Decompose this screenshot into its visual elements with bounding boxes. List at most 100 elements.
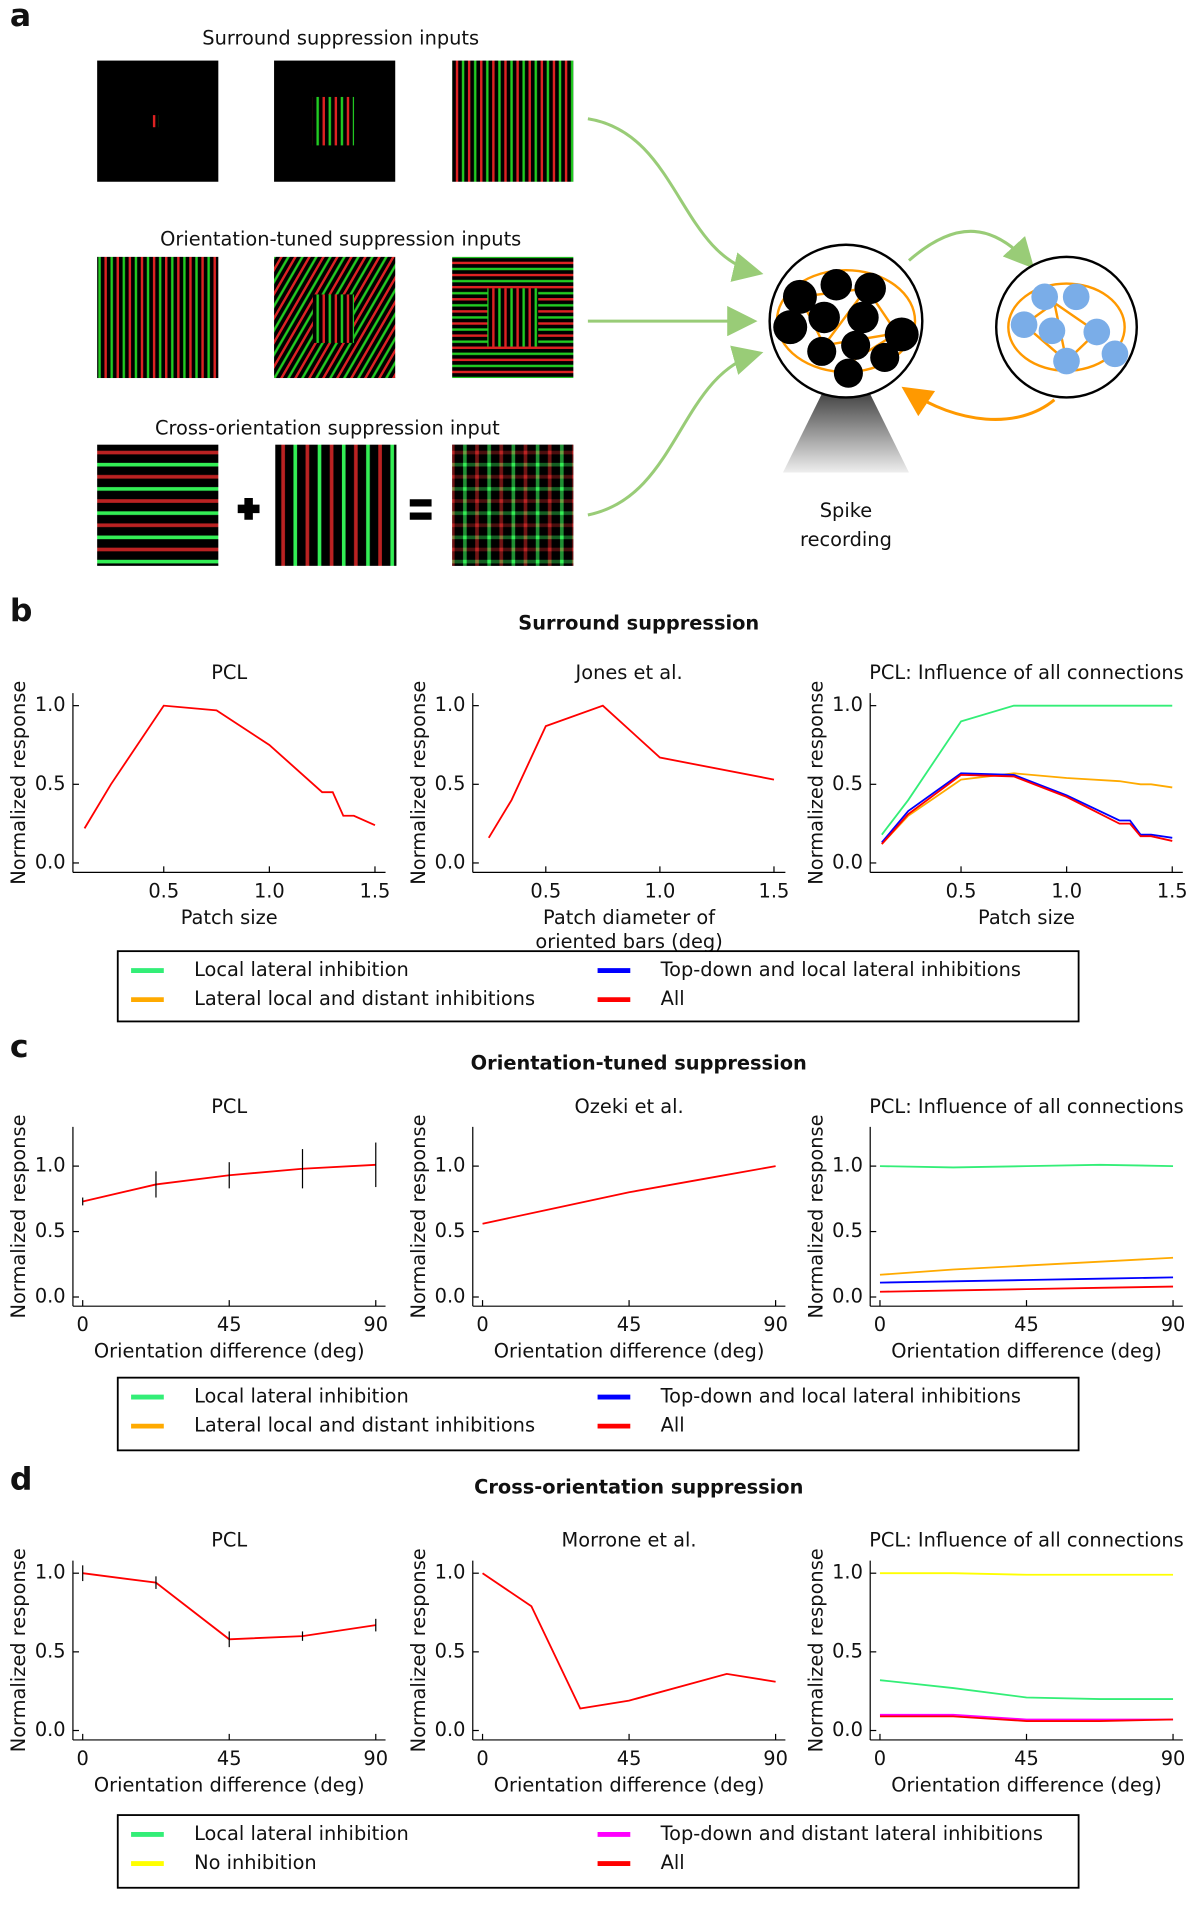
- y-tick-label: 0.0: [35, 1285, 66, 1308]
- y-tick-label: 1.0: [832, 1561, 863, 1584]
- y-tick-label: 1.0: [435, 1154, 466, 1177]
- y-tick-label: 0.5: [832, 1219, 863, 1242]
- y-tick-label: 0.5: [832, 772, 863, 795]
- y-tick-label: 1.0: [435, 693, 466, 716]
- x-axis-label: Patch size: [978, 906, 1075, 929]
- x-tick-label: 1.5: [1157, 879, 1188, 902]
- chart-title: PCL: [211, 1529, 247, 1552]
- legend-label: All: [661, 1414, 685, 1437]
- panel-label: c: [10, 1029, 29, 1065]
- y-axis-label: Normalized response: [804, 681, 827, 885]
- chart-title: PCL: Influence of all connections: [869, 1095, 1184, 1118]
- y-tick-label: 1.0: [35, 1561, 66, 1584]
- y-axis-label: Normalized response: [7, 1114, 30, 1318]
- y-tick-label: 0.5: [435, 1639, 466, 1662]
- y-tick-label: 0.5: [435, 772, 466, 795]
- y-axis-label: Normalized response: [804, 1548, 827, 1752]
- y-axis-label: Normalized response: [407, 1114, 430, 1318]
- data-line: [879, 1679, 1174, 1700]
- section-title: Orientation-tuned suppression: [471, 1051, 807, 1074]
- y-tick-label: 1.0: [35, 1154, 66, 1177]
- x-tick-label: 45: [217, 1313, 242, 1336]
- legend-label: Local lateral inhibition: [194, 958, 409, 981]
- x-tick-label: 0: [476, 1313, 488, 1336]
- data-line: [879, 1256, 1174, 1276]
- y-axis-label: Normalized response: [407, 681, 430, 885]
- y-tick-label: 0.0: [435, 1718, 466, 1741]
- x-tick-label: 45: [217, 1747, 242, 1770]
- y-tick-label: 0.5: [832, 1639, 863, 1662]
- data-line: [881, 772, 1173, 845]
- input-title: Cross-orientation suppression input: [155, 416, 500, 439]
- x-tick-label: 1.5: [360, 879, 391, 902]
- y-axis-label: Normalized response: [7, 1548, 30, 1752]
- y-axis-label: Normalized response: [804, 1114, 827, 1318]
- y-tick-label: 1.0: [435, 1561, 466, 1584]
- y-tick-label: 0.5: [435, 1219, 466, 1242]
- data-line: [881, 704, 1173, 836]
- x-axis-label: Orientation difference (deg): [494, 1773, 765, 1796]
- legend-label: Top-down and local lateral inhibitions: [660, 958, 1021, 981]
- legend-box: [116, 950, 1080, 1023]
- y-tick-label: 0.0: [832, 1718, 863, 1741]
- x-tick-label: 0: [77, 1313, 89, 1336]
- data-line: [879, 1572, 1174, 1576]
- x-axis-label: Patch diameter of: [543, 906, 716, 929]
- input-title: Orientation-tuned suppression inputs: [160, 227, 521, 250]
- y-tick-label: 0.0: [35, 1718, 66, 1741]
- data-line: [881, 773, 1173, 845]
- y-tick-label: 1.0: [832, 693, 863, 716]
- y-tick-label: 1.0: [832, 1154, 863, 1177]
- panel-label: a: [10, 0, 31, 34]
- x-tick-label: 45: [617, 1747, 642, 1770]
- x-tick-label: 90: [763, 1313, 788, 1336]
- legend-box: [116, 1376, 1080, 1452]
- x-tick-label: 1.0: [254, 879, 285, 902]
- x-tick-label: 0: [874, 1313, 886, 1336]
- x-tick-label: 0.5: [946, 879, 977, 902]
- y-tick-label: 0.5: [35, 1219, 66, 1242]
- x-tick-label: 1.5: [759, 879, 790, 902]
- data-line: [487, 704, 775, 839]
- x-axis-label: Orientation difference (deg): [494, 1340, 765, 1363]
- x-tick-label: 0: [476, 1747, 488, 1770]
- legend-label: All: [661, 987, 685, 1010]
- legend-label: Lateral local and distant inhibitions: [194, 987, 535, 1010]
- panel-label: b: [10, 593, 33, 629]
- x-axis-label: Orientation difference (deg): [891, 1340, 1162, 1363]
- x-tick-label: 0: [874, 1747, 886, 1770]
- recording-label: recording: [800, 528, 892, 551]
- y-tick-label: 0.0: [832, 1285, 863, 1308]
- y-axis-label: Normalized response: [7, 681, 30, 885]
- legend-box: [116, 1814, 1080, 1889]
- chart-title: PCL: [211, 1095, 247, 1118]
- x-tick-label: 90: [763, 1747, 788, 1770]
- x-tick-label: 0: [77, 1747, 89, 1770]
- panel-a-graphics: [97, 60, 1138, 566]
- x-tick-label: 45: [1014, 1747, 1039, 1770]
- x-tick-label: 90: [1161, 1747, 1186, 1770]
- x-tick-label: 90: [363, 1747, 388, 1770]
- legend-label: Local lateral inhibition: [194, 1385, 409, 1408]
- chart-title: Morrone et al.: [562, 1529, 697, 1552]
- x-axis-label: Orientation difference (deg): [94, 1340, 365, 1363]
- chart-title: PCL: Influence of all connections: [869, 1529, 1184, 1552]
- data-line: [879, 1713, 1174, 1721]
- data-line: [879, 1285, 1174, 1293]
- y-tick-label: 1.0: [35, 693, 66, 716]
- data-line: [879, 1276, 1174, 1284]
- x-tick-label: 90: [363, 1313, 388, 1336]
- y-tick-label: 0.0: [35, 850, 66, 873]
- y-tick-label: 0.5: [35, 1639, 66, 1662]
- x-tick-label: 0.5: [148, 879, 179, 902]
- chart-title: PCL: Influence of all connections: [869, 661, 1184, 684]
- legend-label: Top-down and local lateral inhibitions: [660, 1385, 1021, 1408]
- legend-label: Local lateral inhibition: [194, 1822, 409, 1845]
- data-line: [482, 1165, 776, 1225]
- y-tick-label: 0.0: [435, 850, 466, 873]
- legend-label: Lateral local and distant inhibitions: [194, 1414, 535, 1437]
- x-tick-label: 45: [1014, 1313, 1039, 1336]
- chart-title: Ozeki et al.: [574, 1095, 683, 1118]
- data-line: [83, 704, 376, 829]
